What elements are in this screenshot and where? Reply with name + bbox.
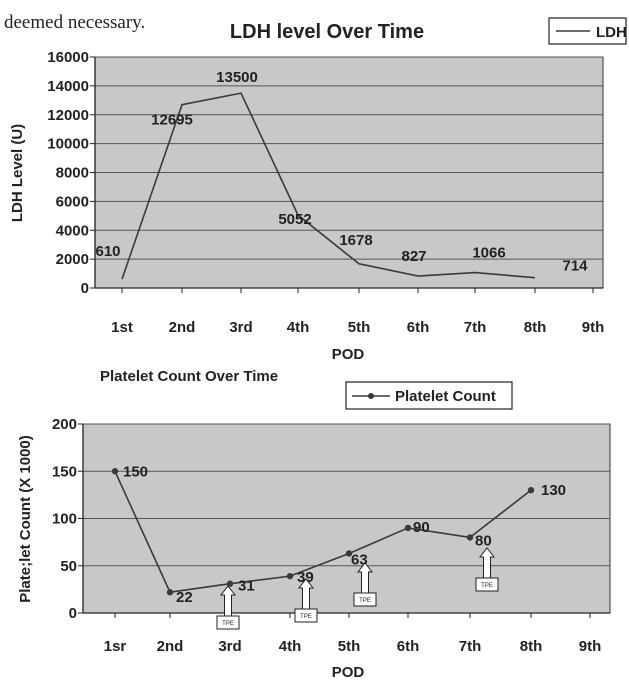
ldh-data-label: 12695 [151,112,193,129]
ldh-x-tick-label: 2nd [169,319,196,336]
platelet-y-tick-label: 0 [69,605,77,622]
platelet-data-label: 22 [176,589,193,606]
platelet-x-tick-label: 2nd [157,638,184,655]
ldh-data-label: 1678 [339,232,372,249]
ldh-data-label: 714 [562,258,588,275]
platelet-y-tick-label: 200 [52,416,77,433]
ldh-x-tick-label: 5th [348,319,371,336]
platelet-x-tick-label: 4th [279,638,302,655]
tpe-annotation-label: TPE [481,583,493,589]
ldh-y-tick-label: 12000 [47,107,89,124]
ldh-x-tick-label: 6th [407,319,430,336]
ldh-y-tick-label: 10000 [47,136,89,153]
ldh-y-axis-label: LDH Level (U) [9,124,26,222]
ldh-x-tick-label: 3rd [229,319,252,336]
platelet-data-point [226,580,234,587]
ldh-x-tick-label: 9th [582,319,605,336]
tpe-annotation-label: TPE [359,598,371,604]
ldh-legend: LDH [548,17,627,45]
platelet-data-label: 150 [123,463,148,480]
ldh-y-tick-label: 16000 [47,49,89,66]
platelet-data-point [404,524,412,532]
ldh-data-label: 827 [401,248,426,265]
ldh-legend-label: LDH [596,24,627,41]
platelet-y-tick-label: 50 [60,558,77,575]
tpe-annotation-label: TPE [300,614,312,620]
tpe-box [294,608,318,623]
platelet-data-label: 31 [238,578,255,595]
ldh-y-tick-label: 14000 [47,78,89,95]
ldh-data-label: 1066 [472,245,505,262]
ldh-y-tick-label: 2000 [56,251,89,268]
platelet-data-point [166,589,174,596]
tpe-box [475,577,499,592]
platelet-x-axis-label: POD [332,664,365,681]
platelet-x-tick-label: 8th [520,638,543,655]
platelet-legend-label: Platelet Count [395,388,496,405]
platelet-chart: Platelet Count Over Time Platelet Count … [17,368,611,681]
ldh-y-tick-label: 8000 [56,165,89,182]
ldh-data-label: 5052 [278,211,311,228]
ldh-chart-title: LDH level Over Time [230,21,424,43]
platelet-plot-area: 0 50 100 150 200 1sr 2nd 3rd 4th 5th 6th 7th 8th 9th 1… [52,416,611,655]
platelet-data-label: 90 [413,519,430,536]
ldh-x-tick-label: 4th [287,319,310,336]
platelet-data-label: 39 [297,569,314,586]
platelet-data-label: 130 [541,482,566,499]
ldh-x-tick-label: 7th [464,319,487,336]
platelet-x-tick-label: 9th [579,638,602,655]
platelet-data-label: 80 [475,532,492,549]
platelet-data-point [466,534,474,541]
ldh-x-tick-label: 1st [111,319,133,336]
platelet-data-point [111,468,119,475]
caption-fragment: deemed necessary. [4,12,145,33]
platelet-data-point [286,572,294,580]
platelet-series-line [114,470,532,594]
platelet-x-tick-label: 3rd [218,638,241,655]
ldh-data-label: 610 [95,243,120,260]
platelet-data-point [345,550,353,557]
platelet-y-axis-label: Plate;let Count (X 1000) [17,435,34,603]
platelet-chart-title: Platelet Count Over Time [100,368,278,385]
platelet-x-tick-label: 1sr [104,638,127,655]
platelet-data-point [527,486,535,494]
platelet-legend-marker [368,393,374,399]
platelet-x-tick-label: 7th [459,638,482,655]
tpe-box [353,592,377,607]
platelet-y-tick-label: 100 [52,511,77,528]
ldh-data-label: 13500 [216,69,258,86]
platelet-x-tick-label: 6th [397,638,420,655]
platelet-x-tick-label: 5th [338,638,361,655]
platelet-legend: Platelet Count [345,381,513,410]
tpe-box [216,615,240,630]
ldh-series-line [121,92,536,280]
ldh-chart: LDH level Over Time LDH 0 2000 4000 6000 800… [9,17,627,363]
platelet-y-tick-label: 150 [52,463,77,480]
ldh-y-tick-label: 4000 [56,222,89,239]
ldh-y-tick-label: 0 [81,280,89,297]
ldh-x-tick-label: 8th [524,319,547,336]
ldh-y-tick-label: 6000 [56,193,89,210]
tpe-annotation-label: TPE [222,621,234,627]
ldh-plot-area: 0 2000 4000 6000 8000 10000 12000 14000 16000 1st… [47,49,604,336]
ldh-x-axis-label: POD [332,346,365,363]
